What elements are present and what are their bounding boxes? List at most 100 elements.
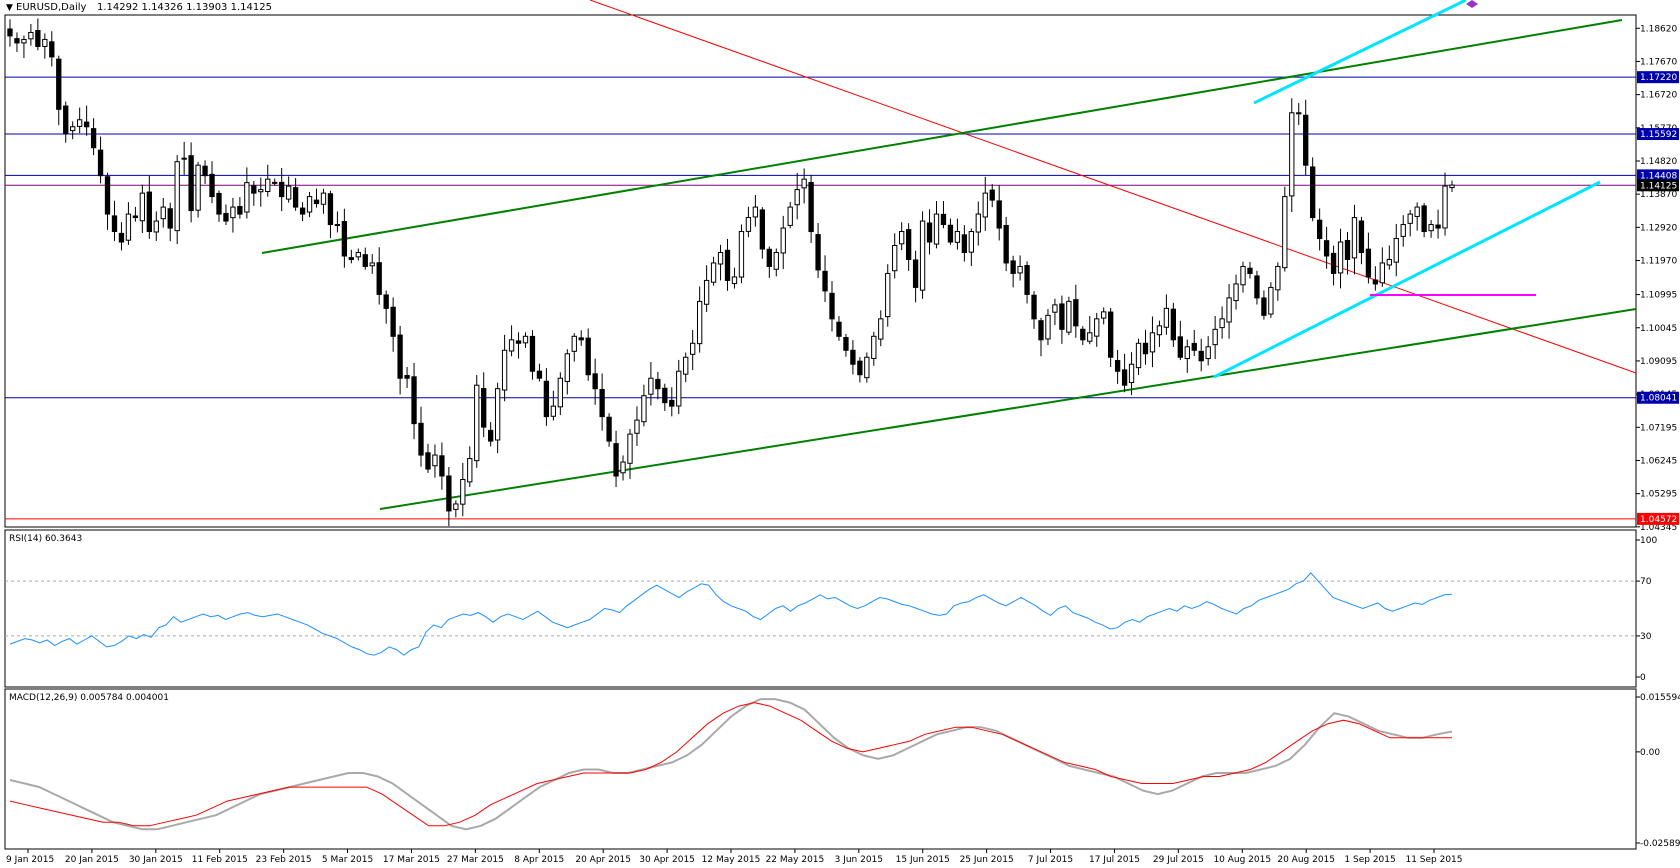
- candle[interactable]: [1226, 284, 1232, 339]
- candle[interactable]: [899, 222, 905, 251]
- candle[interactable]: [1316, 208, 1323, 251]
- candle[interactable]: [1323, 226, 1330, 269]
- candle[interactable]: [1372, 266, 1379, 291]
- candle[interactable]: [926, 209, 933, 255]
- candle[interactable]: [1254, 270, 1260, 305]
- candle[interactable]: [919, 211, 926, 299]
- candle[interactable]: [418, 406, 424, 467]
- candle[interactable]: [139, 184, 146, 234]
- candle[interactable]: [1031, 291, 1037, 329]
- upper-green-channel-line[interactable]: [261, 19, 1623, 254]
- candle[interactable]: [648, 361, 654, 406]
- candle[interactable]: [1205, 336, 1211, 366]
- candle[interactable]: [1101, 307, 1107, 325]
- candle[interactable]: [912, 250, 919, 303]
- candle[interactable]: [578, 330, 584, 346]
- candle[interactable]: [564, 349, 570, 395]
- candle[interactable]: [634, 406, 640, 446]
- candle[interactable]: [28, 23, 34, 46]
- candle[interactable]: [1017, 255, 1023, 281]
- candle[interactable]: [613, 430, 619, 488]
- candle[interactable]: [1156, 320, 1163, 347]
- candle[interactable]: [989, 184, 995, 208]
- candle[interactable]: [1386, 245, 1392, 270]
- candle[interactable]: [223, 204, 229, 226]
- candle[interactable]: [1114, 349, 1121, 384]
- candle[interactable]: [425, 443, 431, 473]
- candle[interactable]: [230, 197, 236, 233]
- candle[interactable]: [933, 201, 940, 249]
- candle[interactable]: [362, 247, 368, 270]
- candle[interactable]: [717, 244, 724, 281]
- candle[interactable]: [696, 286, 703, 353]
- candle[interactable]: [1142, 329, 1149, 365]
- candle[interactable]: [237, 197, 243, 219]
- candle[interactable]: [1310, 157, 1316, 222]
- candle[interactable]: [1351, 204, 1358, 275]
- candle[interactable]: [251, 181, 257, 206]
- candle[interactable]: [766, 246, 772, 278]
- candle[interactable]: [111, 200, 118, 241]
- candle[interactable]: [508, 325, 515, 357]
- candle[interactable]: [968, 228, 974, 266]
- candle[interactable]: [1414, 202, 1420, 231]
- candle[interactable]: [738, 224, 745, 284]
- candle[interactable]: [683, 352, 689, 383]
- candle[interactable]: [1289, 98, 1295, 213]
- candle[interactable]: [1400, 215, 1406, 247]
- horizontal-levels[interactable]: [5, 76, 1636, 520]
- lower-green-channel-line[interactable]: [379, 308, 1637, 510]
- candle[interactable]: [627, 429, 633, 479]
- candle[interactable]: [348, 249, 355, 264]
- macd-panel[interactable]: [4, 688, 1637, 850]
- candle[interactable]: [467, 446, 473, 488]
- candle[interactable]: [188, 142, 194, 223]
- candle[interactable]: [731, 267, 738, 289]
- candle[interactable]: [104, 172, 111, 230]
- candle[interactable]: [940, 201, 947, 229]
- candle[interactable]: [1379, 247, 1385, 287]
- candle[interactable]: [864, 352, 870, 383]
- candle[interactable]: [710, 256, 717, 286]
- candle[interactable]: [453, 500, 459, 518]
- candle[interactable]: [585, 328, 591, 381]
- candle[interactable]: [160, 197, 166, 228]
- candle[interactable]: [446, 466, 452, 527]
- candle[interactable]: [871, 331, 877, 366]
- candle[interactable]: [21, 35, 27, 58]
- candle[interactable]: [146, 175, 152, 239]
- candle[interactable]: [550, 390, 557, 421]
- candle[interactable]: [822, 255, 828, 303]
- candle[interactable]: [181, 141, 187, 175]
- candle[interactable]: [780, 215, 786, 270]
- candle[interactable]: [592, 358, 598, 405]
- candle[interactable]: [1177, 320, 1183, 361]
- cyan-upper-line[interactable]: [1253, 0, 1467, 105]
- candle[interactable]: [77, 107, 83, 134]
- candle[interactable]: [662, 383, 668, 411]
- candle[interactable]: [961, 225, 968, 262]
- candle[interactable]: [355, 248, 361, 261]
- candle[interactable]: [954, 218, 961, 250]
- candle[interactable]: [522, 332, 529, 348]
- candle[interactable]: [1094, 312, 1100, 347]
- candle[interactable]: [14, 32, 20, 52]
- candle[interactable]: [1240, 261, 1246, 293]
- candle[interactable]: [857, 357, 863, 383]
- candle[interactable]: [369, 254, 375, 274]
- candle[interactable]: [90, 118, 97, 156]
- candle[interactable]: [724, 238, 731, 291]
- candle[interactable]: [97, 136, 104, 184]
- candle[interactable]: [1407, 209, 1413, 237]
- candle[interactable]: [481, 372, 487, 438]
- candle[interactable]: [571, 333, 577, 362]
- candle[interactable]: [808, 175, 814, 243]
- candle[interactable]: [1296, 102, 1302, 126]
- candle[interactable]: [7, 19, 13, 47]
- candle[interactable]: [474, 375, 480, 468]
- candle[interactable]: [843, 333, 849, 357]
- candle[interactable]: [1442, 172, 1448, 236]
- candle[interactable]: [1421, 203, 1427, 238]
- candle[interactable]: [975, 201, 981, 246]
- candle[interactable]: [35, 18, 41, 51]
